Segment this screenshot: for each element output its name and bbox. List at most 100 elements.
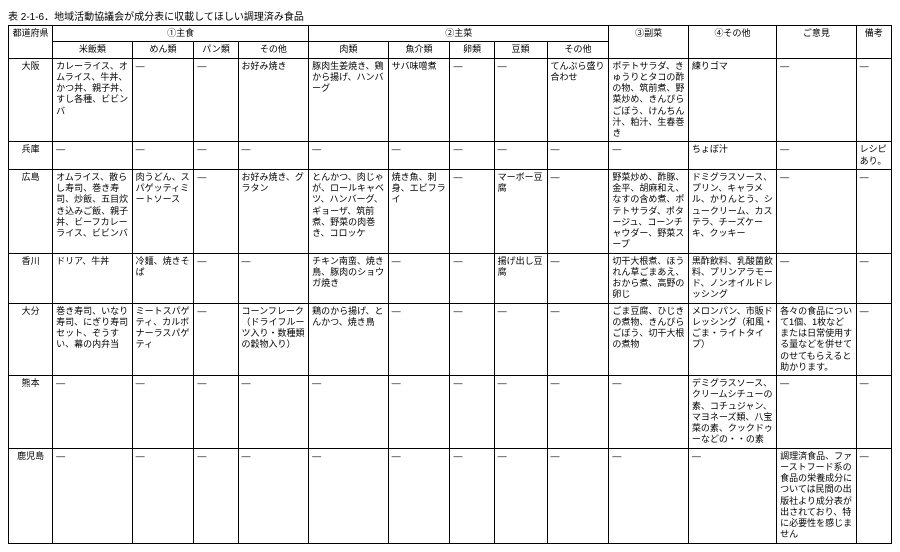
data-cell: とんかつ、肉じゃが、ロールキャベツ、ハンバーグ、ギョーザ、筑前煮、野菜の肉巻き、…: [309, 169, 388, 253]
data-cell: —: [547, 448, 609, 543]
data-cell: —: [609, 448, 688, 543]
col-pref: 都道府県: [9, 26, 53, 59]
data-cell: —: [547, 169, 609, 253]
data-cell: —: [194, 448, 238, 543]
data-cell: —: [777, 58, 856, 142]
pref-cell: 大阪: [9, 58, 53, 142]
data-cell: —: [450, 303, 494, 376]
data-cell: —: [609, 142, 688, 170]
data-cell: —: [494, 303, 547, 376]
data-cell: —: [194, 142, 238, 170]
data-cell: —: [494, 142, 547, 170]
data-cell: —: [132, 448, 194, 543]
data-cell: —: [777, 376, 856, 449]
data-cell: —: [309, 142, 388, 170]
data-cell: —: [388, 448, 450, 543]
data-cell: 焼き魚、刺身、エビフライ: [388, 169, 450, 253]
data-cell: —: [388, 376, 450, 449]
data-cell: 肉うどん、スパゲッティミートソース: [132, 169, 194, 253]
data-cell: —: [609, 376, 688, 449]
data-cell: オムライス、散らし寿司、巻き寿司、炒飯、五目炊き込みご飯、親子丼、ビーフカレーラ…: [53, 169, 132, 253]
data-cell: —: [238, 253, 309, 303]
data-cell: —: [450, 169, 494, 253]
data-cell: コーンフレーク（ドライフルーツ入り・数種類の穀物入り）: [238, 303, 309, 376]
data-cell: —: [53, 448, 132, 543]
data-cell: —: [388, 303, 450, 376]
data-cell: ポテトサラダ、きゅうりとタコの酢の物、筑前煮、野菜炒め、きんぴらごぼう、けんちん…: [609, 58, 688, 142]
data-cell: —: [688, 448, 776, 543]
data-cell: —: [494, 376, 547, 449]
data-cell: ちょぼ汁: [688, 142, 776, 170]
table-row: 兵庫——————————ちょぼ汁—レシピあり。: [9, 142, 892, 170]
foods-table: 都道府県 ①主食 ②主菜 ③副菜 ④その他 ご意見 備考 米飯類 めん類 パン類…: [8, 25, 892, 544]
data-cell: —: [494, 448, 547, 543]
data-cell: てんぷら盛り合わせ: [547, 58, 609, 142]
data-cell: 巻き寿司、いなり寿司、にぎり寿司セット、ぞうすい、幕の内弁当: [53, 303, 132, 376]
col-egg: 卵類: [450, 42, 494, 58]
data-cell: —: [309, 376, 388, 449]
data-cell: デミグラスソース、クリームシチューの素、コチュジャン、マヨネーズ類、八宝菜の素、…: [688, 376, 776, 449]
data-cell: ドミグラスソース、プリン、キャラメル、かりんとう、シュークリーム、カステラ、チー…: [688, 169, 776, 253]
pref-cell: 広島: [9, 169, 53, 253]
data-cell: お好み焼き: [238, 58, 309, 142]
data-cell: —: [194, 303, 238, 376]
data-cell: 調理済食品、ファーストフード系の食品の栄養成分については民間の出版社より成分表が…: [777, 448, 856, 543]
table-row: 大阪カレーライス、オムライス、牛丼、かつ丼、親子丼、すし各種、ビビンバ——お好み…: [9, 58, 892, 142]
data-cell: —: [547, 253, 609, 303]
data-cell: —: [132, 58, 194, 142]
data-cell: 豚肉生姜焼き、鶏から揚げ、ハンバーグ: [309, 58, 388, 142]
group-shushoku: ①主食: [53, 26, 309, 42]
data-cell: —: [388, 253, 450, 303]
data-cell: —: [53, 142, 132, 170]
data-cell: —: [450, 58, 494, 142]
data-cell: —: [856, 376, 891, 449]
data-cell: レシピあり。: [856, 142, 891, 170]
data-cell: 揚げ出し豆腐: [494, 253, 547, 303]
data-cell: —: [194, 376, 238, 449]
data-cell: —: [450, 448, 494, 543]
pref-cell: 大分: [9, 303, 53, 376]
col-rice: 米飯類: [53, 42, 132, 58]
col-fish: 魚介類: [388, 42, 450, 58]
data-cell: お好み焼き、グラタン: [238, 169, 309, 253]
data-cell: —: [194, 169, 238, 253]
data-cell: ごま豆腐、ひじきの煮物、きんぴらごぼう、切干大根の煮物: [609, 303, 688, 376]
data-cell: ミートスパゲティ、カルボナーラスパゲティ: [132, 303, 194, 376]
data-cell: ドリア、牛丼: [53, 253, 132, 303]
data-cell: 切干大根煮、ほうれん草ごまあえ、おから煮、高野の卵じ: [609, 253, 688, 303]
data-cell: —: [194, 58, 238, 142]
table-row: 鹿児島———————————調理済食品、ファーストフード系の食品の栄養成分につい…: [9, 448, 892, 543]
table-row: 広島オムライス、散らし寿司、巻き寿司、炒飯、五目炊き込みご飯、親子丼、ビーフカレ…: [9, 169, 892, 253]
data-cell: —: [238, 448, 309, 543]
table-row: 香川ドリア、牛丼冷麺、焼きそば——チキン南蛮、焼き鳥、豚肉のショウガ焼き——揚げ…: [9, 253, 892, 303]
pref-cell: 熊本: [9, 376, 53, 449]
pref-cell: 鹿児島: [9, 448, 53, 543]
data-cell: —: [450, 142, 494, 170]
group-shusai: ②主菜: [309, 26, 609, 42]
group-sonota: ④その他: [688, 26, 776, 59]
data-cell: —: [53, 376, 132, 449]
data-cell: 練りゴマ: [688, 58, 776, 142]
pref-cell: 香川: [9, 253, 53, 303]
col-noodles: めん類: [132, 42, 194, 58]
data-cell: 各々の食品について1個、1枚などまたは日常使用する量などを併せてのせてもらえると…: [777, 303, 856, 376]
group-bikou: 備考: [856, 26, 891, 59]
data-cell: —: [238, 376, 309, 449]
data-cell: 黒酢飲料、乳酸菌飲料、プリンアラモード、ノンオイルドレッシング: [688, 253, 776, 303]
data-cell: 鶏のから揚げ、とんかつ、焼き鳥: [309, 303, 388, 376]
col-bean: 豆類: [494, 42, 547, 58]
data-cell: マーボー豆腐: [494, 169, 547, 253]
data-cell: —: [194, 253, 238, 303]
data-cell: チキン南蛮、焼き鳥、豚肉のショウガ焼き: [309, 253, 388, 303]
data-cell: —: [547, 142, 609, 170]
data-cell: —: [777, 253, 856, 303]
data-cell: —: [777, 169, 856, 253]
group-fukusai: ③副菜: [609, 26, 688, 59]
data-cell: —: [856, 253, 891, 303]
col-bread: パン類: [194, 42, 238, 58]
data-cell: —: [132, 376, 194, 449]
table-row: 熊本——————————デミグラスソース、クリームシチューの素、コチュジャン、マ…: [9, 376, 892, 449]
data-cell: —: [547, 303, 609, 376]
data-cell: 冷麺、焼きそば: [132, 253, 194, 303]
data-cell: —: [132, 142, 194, 170]
